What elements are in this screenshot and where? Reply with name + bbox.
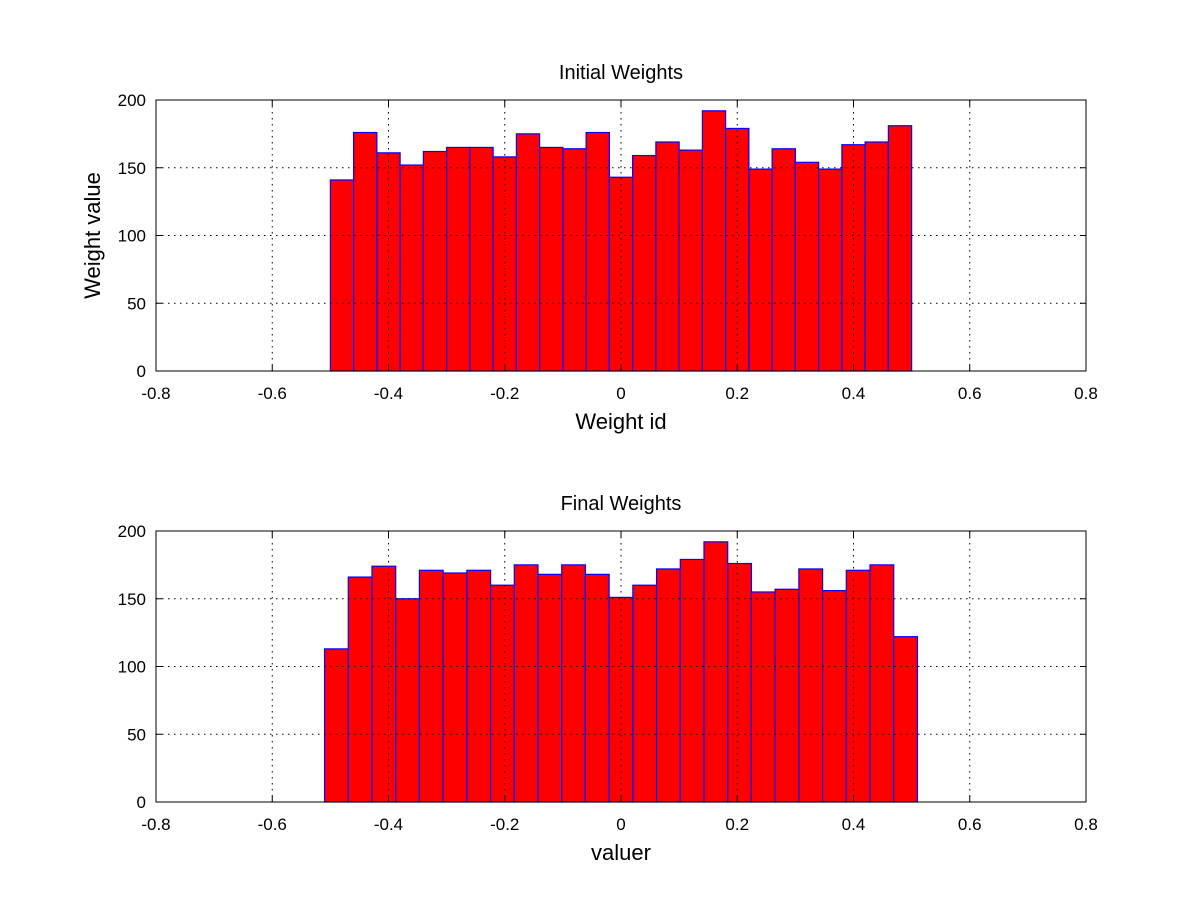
- y-tick-label: 50: [127, 725, 146, 744]
- x-tick-label: -0.8: [141, 815, 170, 834]
- bar: [442, 572, 468, 803]
- final-weights-panel: -0.8 -0.6 -0.4 -0.2 0 0.2 0.4 0.6 0.8 0 50 100 150 20…: [118, 493, 1098, 865]
- y-tick-label: 0: [137, 793, 146, 812]
- bar: [418, 569, 444, 803]
- bar: [893, 636, 919, 803]
- bar: [562, 148, 587, 372]
- initial-weights-panel: -0.8 -0.6 -0.4 -0.2 0 0.2 0.4 0.6 0.8 0 50 100 150 20…: [80, 62, 1098, 434]
- x-tick-label: 0.2: [725, 815, 749, 834]
- bar: [818, 168, 843, 372]
- y-axis-label: Weight value: [80, 172, 105, 299]
- bar: [678, 149, 703, 372]
- x-tick-label: 0: [616, 384, 625, 403]
- bar: [515, 133, 541, 372]
- bar: [750, 591, 776, 803]
- bar: [701, 110, 727, 372]
- y-tick-label: 50: [127, 294, 146, 313]
- x-axis-label: valuer: [591, 840, 651, 865]
- bar: [771, 148, 796, 372]
- bar: [446, 146, 471, 372]
- bar: [584, 573, 610, 803]
- bar: [353, 131, 378, 372]
- y-tick-label: 150: [118, 590, 146, 609]
- bar: [655, 568, 681, 803]
- bar: [376, 152, 401, 372]
- x-tick-label: 0.4: [842, 815, 866, 834]
- bar: [774, 588, 800, 803]
- bar: [887, 125, 913, 372]
- bar: [539, 146, 564, 372]
- chart-title: Initial Weights: [559, 62, 683, 84]
- y-tick-label: 100: [118, 658, 146, 677]
- x-tick-label: 0.4: [842, 384, 866, 403]
- x-tick-label: 0: [616, 815, 625, 834]
- x-tick-label: 0.6: [958, 384, 982, 403]
- bar: [585, 131, 610, 372]
- bar: [492, 156, 517, 372]
- x-tick-label: 0.8: [1074, 815, 1098, 834]
- y-tick-label: 0: [137, 362, 146, 381]
- bar: [864, 141, 889, 372]
- x-tick-label: -0.4: [374, 815, 403, 834]
- bar: [399, 164, 424, 372]
- chart-title: Final Weights: [561, 493, 682, 515]
- bar: [869, 564, 895, 803]
- bar: [845, 569, 871, 803]
- x-tick-label: -0.8: [141, 384, 170, 403]
- bar: [632, 154, 657, 372]
- bar: [748, 168, 773, 372]
- bar: [422, 150, 448, 372]
- bar: [395, 598, 421, 803]
- bar: [489, 584, 515, 803]
- bar: [794, 161, 820, 372]
- y-tick-label: 150: [118, 159, 146, 178]
- x-tick-label: 0.8: [1074, 384, 1098, 403]
- x-tick-label: -0.4: [374, 384, 403, 403]
- bar: [469, 146, 494, 372]
- y-tick-label: 100: [118, 227, 146, 246]
- bar: [323, 648, 349, 803]
- bar: [537, 573, 563, 803]
- x-axis-label: Weight id: [575, 409, 666, 434]
- bar: [703, 541, 729, 803]
- x-tick-label: -0.6: [258, 384, 287, 403]
- bar: [329, 179, 355, 372]
- x-tick-label: 0.2: [725, 384, 749, 403]
- bar: [727, 562, 753, 803]
- x-tick-label: 0.6: [958, 815, 982, 834]
- x-tick-label: -0.2: [490, 815, 519, 834]
- y-tick-label: 200: [118, 91, 146, 110]
- bar: [513, 564, 539, 803]
- bar: [679, 558, 705, 803]
- bar: [821, 590, 847, 803]
- bar: [798, 568, 824, 803]
- bar: [655, 141, 680, 372]
- x-tick-label: -0.6: [258, 815, 287, 834]
- x-tick-label: -0.2: [490, 384, 519, 403]
- bar: [466, 569, 492, 803]
- bar: [371, 565, 397, 803]
- y-tick-label: 200: [118, 522, 146, 541]
- bar: [347, 576, 373, 803]
- bar: [632, 584, 658, 803]
- bar: [561, 564, 587, 803]
